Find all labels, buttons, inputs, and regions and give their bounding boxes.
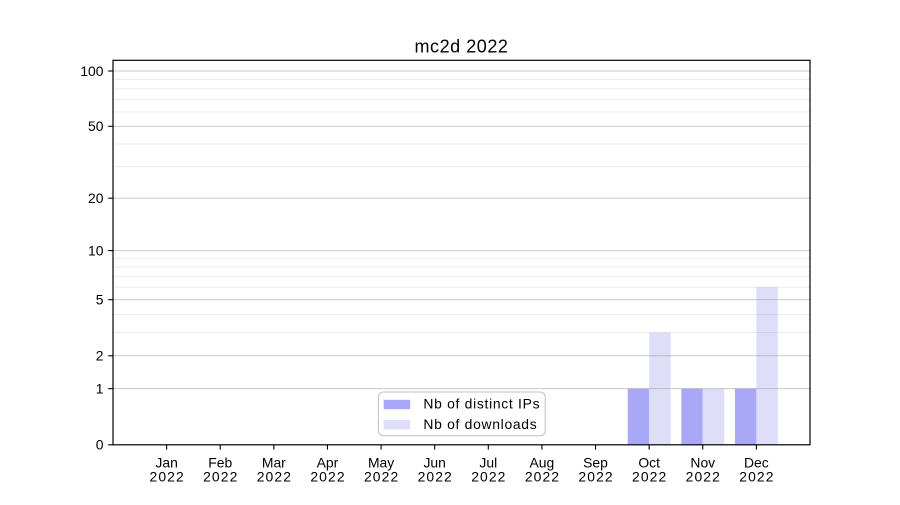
svg-text:mc2d 2022: mc2d 2022	[414, 37, 508, 57]
svg-text:Mar: Mar	[262, 455, 286, 471]
svg-text:2022: 2022	[686, 469, 721, 485]
svg-text:2022: 2022	[632, 469, 667, 485]
svg-text:2022: 2022	[310, 469, 345, 485]
svg-text:Feb: Feb	[208, 455, 232, 471]
svg-text:50: 50	[88, 118, 104, 134]
svg-text:2022: 2022	[578, 469, 613, 485]
svg-text:Nb of distinct IPs: Nb of distinct IPs	[423, 396, 540, 412]
svg-text:2022: 2022	[739, 469, 774, 485]
svg-text:2022: 2022	[150, 469, 185, 485]
svg-text:2022: 2022	[364, 469, 399, 485]
svg-text:Nb of downloads: Nb of downloads	[423, 416, 537, 432]
svg-text:Aug: Aug	[530, 455, 555, 471]
svg-text:1: 1	[96, 381, 104, 397]
svg-text:20: 20	[88, 190, 104, 206]
svg-text:Apr: Apr	[317, 455, 339, 471]
svg-text:Sep: Sep	[583, 455, 608, 471]
svg-text:Dec: Dec	[744, 455, 769, 471]
svg-text:Jan: Jan	[155, 455, 177, 471]
svg-text:100: 100	[80, 63, 103, 79]
svg-text:10: 10	[88, 242, 104, 258]
svg-text:2022: 2022	[525, 469, 560, 485]
svg-text:Jun: Jun	[423, 455, 445, 471]
svg-text:2: 2	[96, 348, 104, 364]
svg-text:2022: 2022	[418, 469, 453, 485]
svg-text:2022: 2022	[257, 469, 292, 485]
svg-text:0: 0	[96, 437, 104, 453]
svg-text:Jul: Jul	[479, 455, 497, 471]
svg-text:2022: 2022	[203, 469, 238, 485]
svg-text:Oct: Oct	[638, 455, 660, 471]
svg-text:5: 5	[96, 292, 104, 308]
svg-text:May: May	[368, 455, 394, 471]
svg-text:Nov: Nov	[690, 455, 715, 471]
svg-text:2022: 2022	[471, 469, 506, 485]
